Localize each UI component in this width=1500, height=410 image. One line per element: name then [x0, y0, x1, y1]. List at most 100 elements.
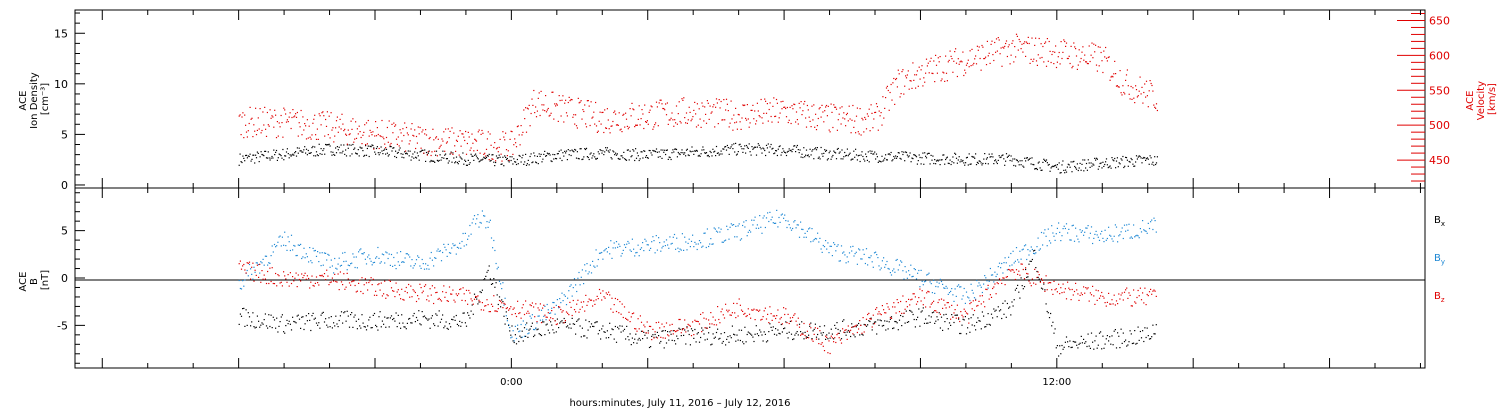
data-point — [1155, 231, 1157, 233]
data-point — [419, 151, 421, 153]
data-point — [957, 159, 959, 161]
data-point — [1096, 158, 1098, 160]
data-point — [1076, 344, 1078, 346]
data-point — [537, 163, 539, 165]
data-point — [364, 326, 366, 328]
data-point — [452, 152, 454, 154]
data-point — [1112, 76, 1114, 78]
data-point — [344, 128, 346, 130]
data-point — [858, 133, 860, 135]
data-point — [623, 151, 625, 153]
data-point — [332, 127, 334, 129]
data-point — [338, 126, 340, 128]
data-point — [692, 116, 694, 118]
data-point — [443, 285, 445, 287]
data-point — [857, 131, 859, 133]
data-point — [693, 334, 695, 336]
data-point — [946, 302, 948, 304]
data-point — [645, 156, 647, 158]
data-point — [375, 324, 377, 326]
data-point — [1024, 157, 1026, 159]
data-point — [433, 302, 435, 305]
data-point — [870, 255, 872, 257]
data-point — [571, 149, 573, 151]
data-point — [538, 309, 540, 311]
data-point — [888, 153, 890, 155]
data-point — [759, 215, 761, 217]
data-point — [925, 280, 927, 282]
data-point — [740, 238, 743, 240]
data-point — [723, 317, 726, 319]
data-point — [417, 295, 419, 297]
data-point — [536, 322, 538, 324]
data-point — [927, 273, 929, 275]
data-point — [1064, 227, 1066, 230]
data-point — [268, 125, 270, 127]
data-point — [308, 125, 310, 127]
data-point — [1054, 51, 1056, 53]
data-point — [771, 148, 773, 150]
data-point — [406, 153, 408, 155]
data-point — [436, 314, 438, 316]
data-point — [1089, 60, 1091, 63]
data-point — [990, 156, 992, 158]
data-point — [585, 147, 588, 149]
data-point — [397, 289, 399, 291]
data-point — [248, 155, 250, 158]
data-point — [1000, 156, 1002, 158]
data-point — [785, 308, 787, 310]
data-point — [1015, 247, 1018, 249]
data-point — [886, 260, 888, 263]
data-point — [294, 152, 296, 154]
data-point — [352, 143, 354, 146]
data-point — [871, 261, 873, 263]
data-point — [775, 222, 777, 224]
data-point — [488, 311, 490, 313]
data-point — [658, 237, 660, 239]
data-point — [272, 157, 274, 159]
data-point — [711, 243, 713, 245]
data-point — [318, 143, 320, 145]
data-point — [782, 100, 784, 102]
data-point — [731, 224, 733, 226]
data-point — [710, 238, 712, 240]
data-point — [989, 324, 991, 326]
data-point — [820, 332, 822, 334]
data-point — [794, 103, 796, 106]
data-point — [1085, 162, 1088, 165]
data-point — [942, 307, 944, 309]
data-point — [659, 99, 661, 101]
data-point — [804, 331, 806, 333]
data-point — [438, 250, 440, 252]
data-point — [1092, 163, 1094, 165]
data-point — [1008, 268, 1010, 271]
data-point — [795, 121, 797, 123]
data-point — [618, 158, 620, 160]
data-point — [1015, 33, 1018, 35]
data-point — [497, 266, 499, 268]
data-point — [770, 219, 772, 221]
data-point — [769, 306, 771, 308]
data-point — [651, 335, 653, 337]
data-point — [277, 274, 279, 276]
data-point — [1000, 279, 1002, 281]
data-point — [876, 156, 878, 158]
data-point — [585, 148, 587, 151]
data-point — [661, 323, 663, 325]
data-point — [305, 315, 307, 317]
data-point — [845, 114, 848, 116]
data-point — [701, 331, 703, 333]
data-point — [671, 323, 673, 325]
data-point — [924, 81, 926, 83]
data-point — [853, 255, 855, 257]
data-point — [477, 158, 479, 160]
data-point — [487, 226, 489, 228]
data-point — [818, 343, 820, 345]
data-point — [845, 154, 848, 156]
data-point — [1075, 341, 1077, 343]
data-point — [1056, 227, 1058, 229]
data-point — [673, 233, 676, 236]
data-point — [994, 41, 996, 44]
data-point — [286, 148, 288, 150]
